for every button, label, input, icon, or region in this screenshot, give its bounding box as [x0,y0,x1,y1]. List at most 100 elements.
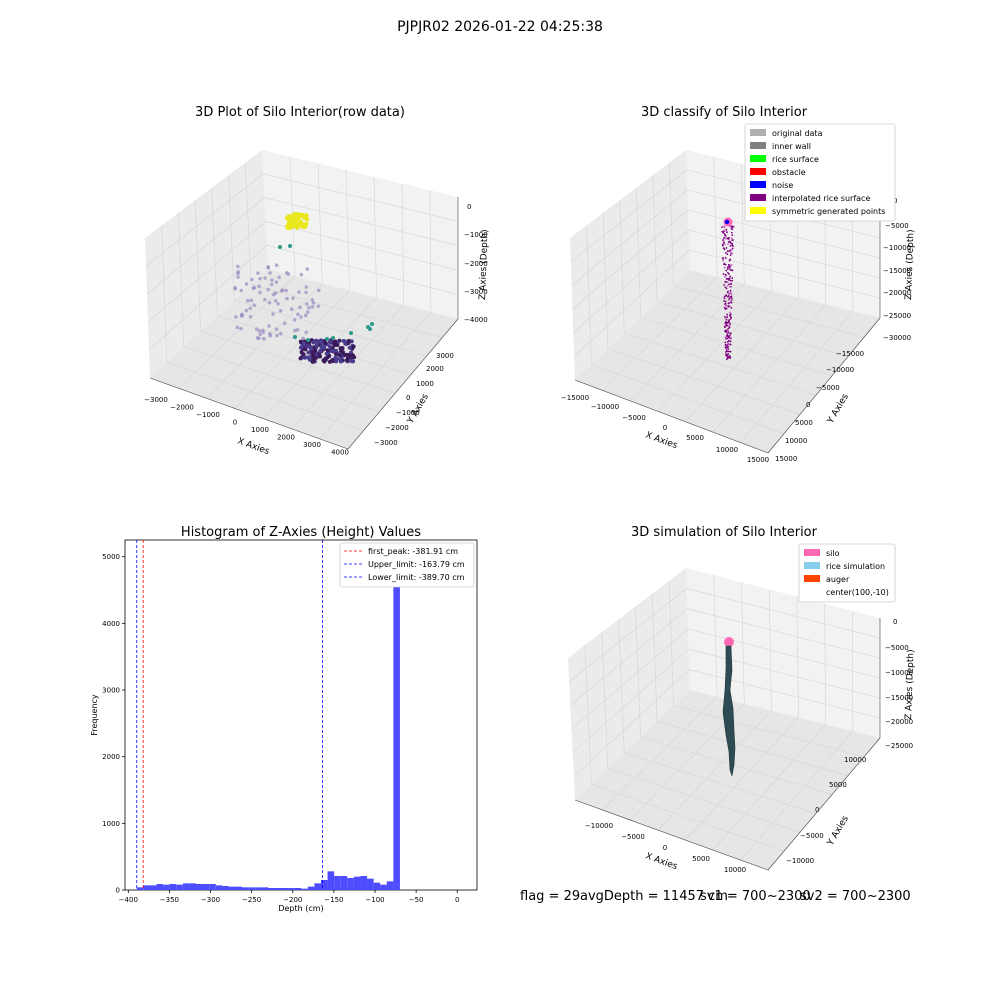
classify-point [729,337,732,340]
classify-point [726,271,729,274]
hist-y-tick: 5000 [102,553,120,561]
classify-point [727,263,730,266]
hist-bar [163,884,170,890]
classify-point [729,245,732,247]
raw-point [340,350,345,355]
classify-point [727,335,730,338]
classify-axis-line [574,379,769,454]
raw-x-tick: 1000 [251,426,269,434]
raw-z-tick: −2000 [464,260,488,268]
classify-xlabel: X Axies [644,430,679,451]
sim-gridline [673,705,865,758]
sim-pane [575,690,880,870]
raw-point [306,350,311,355]
raw-point [318,348,323,353]
classify-point [725,287,728,290]
hist-bar [176,884,183,890]
sim-z-tick: −5000 [885,644,909,652]
raw-gridline [401,183,405,305]
raw-point [274,327,279,332]
classify-point [726,250,729,252]
raw-point [269,282,274,287]
classify-point [724,346,727,349]
classify-legend-frame [744,123,896,222]
raw-point [328,339,333,344]
classify-x-tick: −10000 [591,403,619,411]
hist-y-tick: 1000 [102,820,120,828]
sim-rice-column [722,637,736,777]
sim-zlabel: Z Axies (Depth) [904,649,916,720]
raw-point [293,335,297,339]
hist-bar [195,884,203,890]
raw-point [257,284,261,289]
raw-point [263,276,267,280]
raw-point [267,324,271,328]
classify-point [727,330,730,333]
hist-bar [380,884,387,890]
classify-gridline [657,290,772,412]
classify-point [724,286,727,289]
classify-point [724,343,727,346]
classify-point [723,296,726,299]
classify-point [726,355,729,357]
classify-legend-label: interpolated rice surface [772,194,870,203]
sim-silo-marker [724,637,734,647]
classify-point [725,247,728,249]
sim-x-tick: −5000 [621,833,645,841]
sim-3d-box [568,568,881,871]
raw-point [325,337,329,341]
raw-point [239,326,243,331]
classify-point [728,225,731,228]
raw-gridline [161,225,168,363]
raw-point [239,288,244,293]
raw-point-cloud [233,211,374,364]
raw-y-tick: 2000 [426,365,444,373]
raw-point [273,298,278,303]
hist-bars [136,556,400,890]
raw-point [285,296,289,301]
raw-point [352,355,357,360]
raw-y-tick: 1000 [416,380,434,388]
hist-bar [353,876,361,890]
classify-point [731,226,734,228]
classify-point [723,263,726,266]
raw-point [305,355,310,360]
classify-point [727,328,730,330]
classify-point [723,284,726,286]
classify-point [729,248,732,251]
sim-legend-swatch [804,575,820,582]
classify-point [723,299,725,302]
raw-point [289,307,294,311]
footer-flag: flag = 29 [520,889,581,904]
classify-gridline [602,276,718,391]
classify-point [729,292,732,295]
raw-point [330,358,335,363]
raw-point [368,327,372,331]
classify-y-tick: −15000 [836,350,864,358]
classify-point [730,316,732,319]
raw-gridline [319,311,432,440]
raw-point [325,348,330,353]
sim-legend-swatch [804,562,820,569]
classify-point [727,241,730,243]
classify-point [722,259,724,262]
hist-y-tick: 0 [116,887,120,895]
raw-point [267,300,272,305]
sim-gridline [573,669,690,777]
raw-x-tick: −3000 [144,396,168,404]
sim-gridline [602,696,718,811]
raw-point [271,292,276,297]
raw-point [314,343,319,348]
hist-bar [202,884,210,890]
classify-point [727,319,730,322]
raw-point [291,212,297,218]
raw-gridline [211,187,218,316]
classify-point [727,302,730,305]
raw-point [304,290,308,295]
raw-point [261,328,265,333]
classify-point [726,291,729,294]
classify-point [724,273,727,276]
classify-legend-swatch [750,142,766,149]
raw-zlabel: Z Axies (Depth) [478,229,490,300]
classify-legend: original data inner wall rice surface obsta… [744,123,896,222]
